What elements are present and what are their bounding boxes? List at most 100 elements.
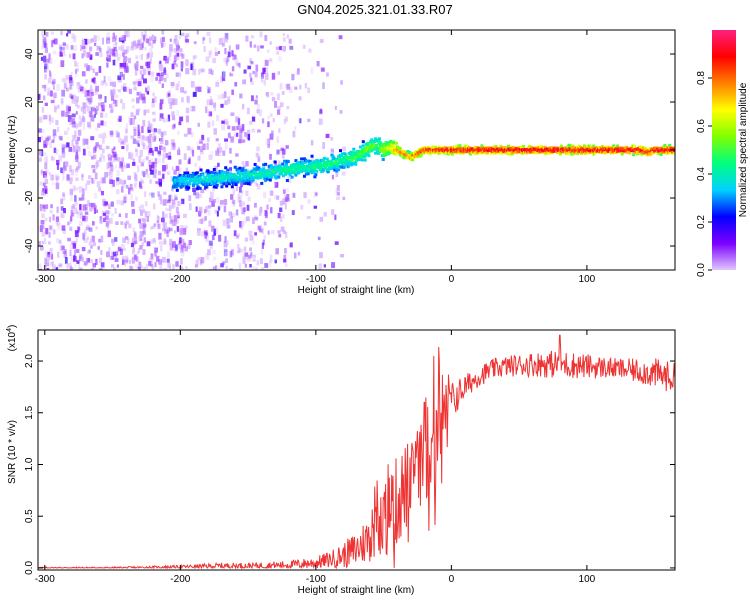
spectrogram-noise-cell <box>267 121 270 128</box>
spectrogram-noise-cell <box>104 112 108 118</box>
spectrogram-noise-cell <box>215 265 218 270</box>
spectrogram-noise-cell <box>208 68 213 74</box>
spectrogram-ridge-cell <box>377 137 381 141</box>
spectrogram-noise-cell <box>111 48 115 56</box>
spectrogram-noise-cell <box>341 171 346 176</box>
spectrogram-noise-cell <box>110 201 114 207</box>
spectrogram-noise-cell <box>217 267 221 270</box>
spectrogram-noise-cell <box>236 233 241 237</box>
spectrogram-ridge-cell <box>226 168 230 172</box>
spectrogram-noise-cell <box>267 138 271 146</box>
spectrogram-noise-cell <box>159 200 163 205</box>
spectrogram-ridge-cell <box>384 141 388 145</box>
spectrogram-noise-cell <box>135 109 140 116</box>
spectrogram-noise-cell <box>247 65 252 70</box>
spectrogram-ridge-cell <box>282 174 286 178</box>
spectrogram-noise-cell <box>42 114 46 120</box>
spectrogram-noise-cell <box>171 63 175 70</box>
spectrogram-noise-cell <box>106 251 110 258</box>
spectrogram-noise-cell <box>325 133 330 139</box>
spectrogram-y-tick-label: 20 <box>24 96 35 108</box>
snr-plot-area[interactable] <box>38 334 675 570</box>
spectrogram-noise-cell <box>178 159 182 165</box>
spectrogram-noise-cell <box>96 160 100 167</box>
spectrogram-noise-cell <box>280 226 285 232</box>
spectrogram-noise-cell <box>111 239 115 247</box>
spectrogram-noise-cell <box>75 139 79 145</box>
spectrogram-noise-cell <box>78 197 83 201</box>
spectrogram-noise-cell <box>221 261 225 268</box>
spectrogram-noise-cell <box>241 123 245 131</box>
spectrogram-noise-cell <box>180 87 185 93</box>
spectrogram-noise-cell <box>112 42 117 49</box>
spectrogram-noise-cell <box>193 55 198 59</box>
spectrogram-noise-cell <box>45 228 49 235</box>
spectrogram-noise-cell <box>222 71 225 78</box>
spectrogram-noise-cell <box>331 209 335 216</box>
spectrogram-ridge-cell <box>347 152 351 156</box>
spectrogram-noise-cell <box>279 216 283 223</box>
spectrogram-noise-cell <box>98 94 102 101</box>
spectrogram-ridge-cell <box>186 171 190 175</box>
spectrogram-noise-cell <box>55 216 60 223</box>
spectrogram-ridge-cell <box>394 145 398 149</box>
spectrogram-noise-cell <box>251 266 256 270</box>
spectrogram-noise-cell <box>193 190 197 196</box>
spectrogram-noise-cell <box>120 141 125 145</box>
spectrogram-noise-cell <box>107 40 111 45</box>
spectrogram-ridge-cell <box>337 168 341 172</box>
spectrogram-noise-cell <box>85 258 89 264</box>
spectrogram-noise-cell <box>133 63 138 69</box>
spectrogram-noise-cell <box>238 63 241 69</box>
spectrogram-noise-cell <box>122 52 125 57</box>
spectrogram-noise-cell <box>84 215 88 223</box>
spectrogram-noise-cell <box>92 106 95 113</box>
spectrogram-ridge-cell <box>437 151 441 155</box>
spectrogram-ridge-cell <box>361 144 365 148</box>
spectrogram-noise-cell <box>81 71 86 77</box>
spectrogram-noise-cell <box>38 116 43 123</box>
spectrogram-noise-cell <box>198 68 201 75</box>
spectrogram-noise-cell <box>62 194 66 201</box>
spectrogram-noise-cell <box>58 44 63 50</box>
spectrogram-noise-cell <box>279 45 282 51</box>
spectrogram-noise-cell <box>44 217 48 222</box>
spectrogram-noise-cell <box>234 54 237 60</box>
spectrogram-noise-cell <box>104 96 107 103</box>
spectrogram-noise-cell <box>50 174 54 181</box>
spectrogram-noise-cell <box>61 49 64 55</box>
spectrogram-noise-cell <box>143 46 147 51</box>
spectrogram-noise-cell <box>163 222 168 229</box>
spectrogram-noise-cell <box>288 86 293 94</box>
spectrogram-noise-cell <box>239 128 243 134</box>
spectrogram-ridge-cell <box>370 138 374 142</box>
spectrogram-ridge-cell <box>341 160 345 164</box>
spectrogram-noise-cell <box>284 247 287 254</box>
spectrogram-ridge-cell <box>354 161 358 165</box>
spectrogram-noise-cell <box>161 256 166 263</box>
spectrogram-noise-cell <box>131 118 135 125</box>
spectrogram-noise-cell <box>200 68 205 73</box>
snr-ylabel: SNR (10 * v/v) <box>7 420 18 484</box>
spectrogram-noise-cell <box>152 237 156 242</box>
spectrogram-noise-cell <box>269 190 274 196</box>
spectrogram-noise-cell <box>110 213 114 217</box>
spectrogram-ridge-cell <box>265 175 269 179</box>
spectrogram-noise-cell <box>256 146 260 152</box>
spectrogram-plot-area[interactable] <box>38 30 676 277</box>
spectrogram-noise-cell <box>244 252 249 257</box>
spectrogram-noise-cell <box>99 153 104 159</box>
spectrogram-noise-cell <box>310 140 314 146</box>
spectrogram-noise-cell <box>217 51 220 55</box>
spectrogram-noise-cell <box>276 136 279 144</box>
spectrogram-noise-cell <box>220 263 224 268</box>
spectrogram-noise-cell <box>118 137 122 143</box>
spectrogram-noise-cell <box>207 109 211 116</box>
spectrogram-noise-cell <box>74 71 78 77</box>
spectrogram-noise-cell <box>182 213 187 218</box>
spectrogram-noise-cell <box>206 137 210 143</box>
spectrogram-noise-cell <box>171 139 175 145</box>
spectrogram-noise-cell <box>175 72 180 77</box>
spectrogram-ridge-cell <box>453 145 457 149</box>
spectrogram-noise-cell <box>112 59 116 66</box>
